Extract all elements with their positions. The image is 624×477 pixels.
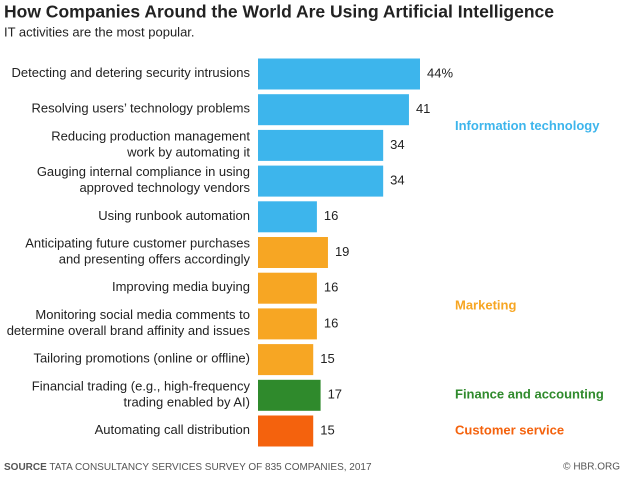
source: SOURCE TATA CONSULTANCY SERVICES SURVEY …	[4, 462, 372, 473]
bar	[258, 201, 317, 233]
category-label: Gauging internal compliance in using appr…	[37, 165, 251, 196]
value-label: 17	[328, 387, 342, 402]
value-label: 15	[320, 422, 334, 437]
value-label: 16	[324, 280, 338, 295]
category-label-line: Financial trading (e.g., high-frequency	[32, 379, 251, 394]
value-label: 16	[324, 315, 338, 330]
bar	[258, 237, 328, 268]
source-label: SOURCE	[4, 462, 47, 473]
category-label: Resolving users’ technology problems	[32, 101, 251, 116]
bar	[258, 94, 409, 126]
category-label-line: and presenting offers accordingly	[59, 252, 251, 267]
value-label: 41	[416, 101, 430, 116]
category-label: Reducing production management work by au…	[51, 129, 250, 160]
value-label: 19	[335, 244, 349, 259]
bar	[258, 308, 317, 340]
category-label-line: Detecting and detering security intrusio…	[12, 65, 251, 80]
value-label: 16	[324, 208, 338, 223]
category-label-line: Monitoring social media comments to	[35, 307, 250, 322]
category-label: Improving media buying	[112, 280, 250, 295]
category-label-line: Reducing production management	[51, 129, 250, 144]
legend-label: Information technology	[455, 118, 600, 133]
category-label: Using runbook automation	[98, 208, 250, 223]
legend-label: Finance and accounting	[455, 387, 604, 402]
category-label: Financial trading (e.g., high-frequency t…	[32, 379, 251, 410]
category-label-line: work by automating it	[126, 145, 250, 160]
category-label: Anticipating future customer purchases an…	[25, 236, 250, 267]
value-label: 34	[390, 173, 404, 188]
category-label-line: Resolving users’ technology problems	[32, 101, 251, 116]
category-label-line: trading enabled by AI)	[124, 395, 250, 410]
category-label-line: approved technology vendors	[79, 181, 250, 196]
bar	[258, 165, 384, 197]
bar	[258, 379, 321, 411]
bar	[258, 344, 314, 376]
category-label-line: Tailoring promotions (online or offline)	[33, 351, 250, 366]
category-label-line: Gauging internal compliance in using	[37, 165, 250, 180]
category-label-line: Using runbook automation	[98, 208, 250, 223]
category-label: Automating call distribution	[95, 422, 250, 437]
value-label: 15	[320, 351, 334, 366]
category-label: Monitoring social media comments to deter…	[7, 307, 251, 338]
chart-subtitle: IT activities are the most popular.	[4, 24, 195, 39]
legend-label: Marketing	[455, 297, 516, 312]
bar	[258, 58, 420, 90]
bar	[258, 415, 314, 447]
category-label-line: Anticipating future customer purchases	[25, 236, 250, 251]
legend-label: Customer service	[455, 422, 564, 437]
category-label: Detecting and detering security intrusio…	[12, 65, 251, 80]
category-label-line: Automating call distribution	[95, 422, 250, 437]
bar	[258, 129, 384, 161]
category-label: Tailoring promotions (online or offline)	[33, 351, 250, 366]
category-label-line: Improving media buying	[112, 280, 250, 295]
value-label: 34	[390, 137, 404, 152]
chart-title: How Companies Around the World Are Using…	[4, 2, 554, 22]
source-text: TATA CONSULTANCY SERVICES SURVEY OF 835 …	[49, 462, 372, 473]
category-label-line: determine overall brand affinity and iss…	[7, 323, 251, 338]
credit: © HBR.ORG	[563, 462, 620, 473]
bar	[258, 272, 317, 304]
value-label: 44%	[427, 65, 453, 80]
